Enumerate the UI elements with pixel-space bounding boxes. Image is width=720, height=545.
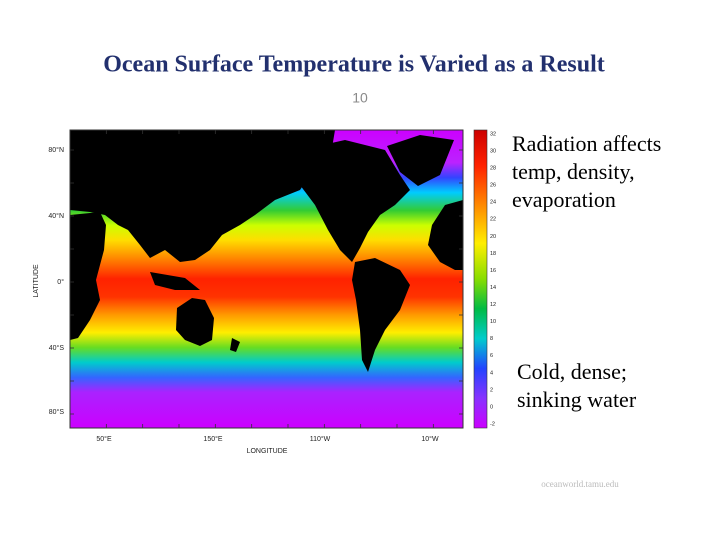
land <box>70 130 463 372</box>
credit: oceanworld.tamu.edu <box>541 479 619 489</box>
colorbar-tick-label: 30 <box>490 149 496 155</box>
lat-label: 0° <box>57 278 64 286</box>
lat-label: 80°N <box>48 146 64 154</box>
colorbar <box>473 129 488 429</box>
frame-ticks <box>70 130 463 428</box>
lat-label: 40°N <box>48 212 64 220</box>
lon-label: 50°E <box>96 435 112 443</box>
colorbar-tick-label: 8 <box>490 336 493 342</box>
colorbar-tick-label: 24 <box>490 200 496 206</box>
colorbar-tick-label: 18 <box>490 251 496 257</box>
colorbar-tick-label: 14 <box>490 285 496 291</box>
map-frame <box>69 129 464 429</box>
colorbar-tick-label: 12 <box>490 302 496 308</box>
y-axis-label: LATITUDE <box>33 264 40 298</box>
lat-label: 40°S <box>49 344 65 352</box>
page-number: 10 <box>352 90 368 106</box>
note-line: temp, density, <box>512 159 635 184</box>
note-line: sinking water <box>517 387 637 412</box>
colorbar-tick-label: 4 <box>490 370 493 376</box>
note-line: Radiation affects <box>512 131 661 156</box>
colorbar-tick-label: 20 <box>490 234 496 240</box>
colorbar-tick-label: 26 <box>490 183 496 189</box>
lon-label: 150°E <box>203 435 222 443</box>
lat-label: 80°S <box>49 408 65 416</box>
slide-title: Ocean Surface Temperature is Varied as a… <box>103 52 605 78</box>
colorbar-tick-label: 2 <box>490 387 493 393</box>
colorbar-tick-label: 6 <box>490 353 493 359</box>
note-line: evaporation <box>512 187 616 212</box>
colorbar-tick-label: 22 <box>490 217 496 223</box>
colorbar-tick-label: -2 <box>490 421 495 427</box>
colorbar-tick-label: 16 <box>490 268 496 274</box>
colorbar-tick-label: 0 <box>490 404 493 410</box>
note-line: Cold, dense; <box>517 359 627 384</box>
lon-label: 110°W <box>310 435 331 443</box>
lon-label: 10°W <box>421 435 439 443</box>
colorbar-tick-label: 10 <box>490 319 496 325</box>
notes: Radiation affects temp, density, evaporati… <box>512 131 661 412</box>
colorbar-tick-label: 28 <box>490 166 496 172</box>
colorbar-tick-label: 32 <box>490 131 496 137</box>
x-axis-label: LONGITUDE <box>247 448 288 455</box>
sst-map: LATITUDE LONGITUDE <box>33 129 488 455</box>
